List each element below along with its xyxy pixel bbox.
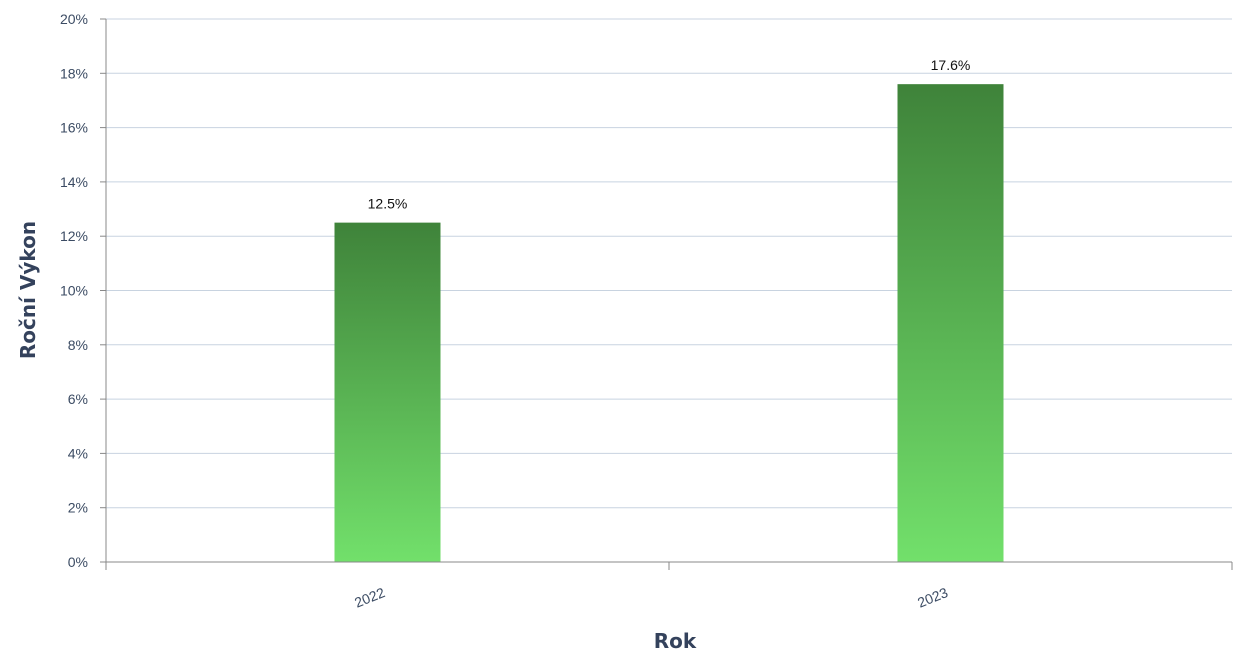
y-tick-label: 14% — [60, 174, 88, 190]
y-tick-label: 8% — [68, 337, 88, 353]
x-tick-label: 2022 — [352, 584, 387, 611]
y-tick-label: 20% — [60, 11, 88, 27]
y-axis-ticks: 0% 2% 4% 6% 8% 10% 12% 14% 16% 18% 20% — [60, 11, 106, 570]
y-tick-label: 4% — [68, 445, 88, 461]
y-tick-label: 18% — [60, 65, 88, 81]
bars: 12.5% 17.6% — [334, 57, 1004, 562]
x-axis-title: Rok — [654, 629, 697, 653]
y-tick-label: 2% — [68, 500, 88, 516]
bar-2023 — [897, 84, 1004, 562]
bar-2022 — [334, 222, 441, 562]
x-tick-label: 2023 — [915, 584, 950, 611]
y-axis-title: Roční Výkon — [16, 221, 40, 359]
x-axis-ticks: 2022 2023 — [105, 562, 1233, 611]
y-tick-label: 16% — [60, 120, 88, 136]
data-label: 17.6% — [931, 57, 971, 73]
y-tick-label: 10% — [60, 283, 88, 299]
y-tick-label: 6% — [68, 391, 88, 407]
gridlines — [106, 18, 1232, 509]
y-tick-label: 12% — [60, 228, 88, 244]
y-tick-label: 0% — [68, 554, 88, 570]
data-label: 12.5% — [368, 196, 408, 212]
